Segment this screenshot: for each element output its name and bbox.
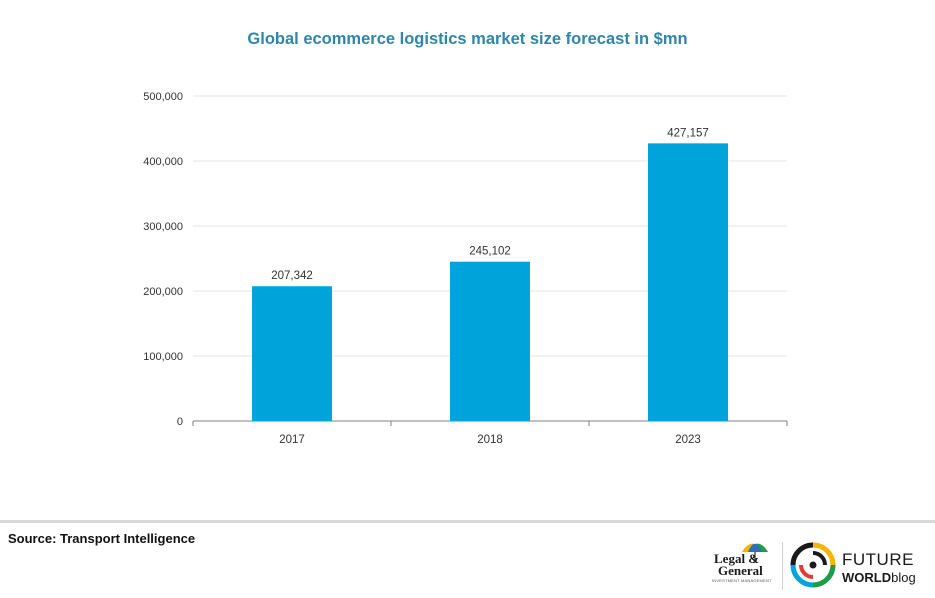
y-tick-label: 0 (177, 416, 183, 428)
axes (192, 420, 788, 426)
labels: 0 100,000 200,000 300,000 400,000 500,000 207,… (143, 91, 709, 446)
world-blog-text: WORLDblog (842, 570, 916, 585)
bar (252, 286, 332, 421)
world-text: WORLD (842, 570, 892, 585)
data-label: 427,157 (667, 127, 709, 139)
x-tick-label: 2023 (675, 434, 701, 446)
lg-subtitle: INVESTMENT MANAGEMENT (712, 578, 772, 583)
y-tick-label: 500,000 (143, 91, 183, 103)
lg-name-line1: Legal & (714, 551, 760, 566)
future-world-blog-logo: FUTURE WORLDblog (790, 538, 935, 594)
legal-general-logo: Legal & General INVESTMENT MANAGEMENT (700, 540, 776, 590)
y-tick-label: 200,000 (143, 286, 183, 298)
y-tick-label: 300,000 (143, 221, 183, 233)
chart-title: Global ecommerce logistics market size f… (247, 30, 688, 48)
future-text: FUTURE (842, 550, 914, 569)
data-label: 245,102 (469, 246, 511, 258)
y-tick-label: 400,000 (143, 156, 183, 168)
bars (252, 143, 728, 421)
future-world-ring-icon (790, 542, 836, 588)
y-tick-label: 100,000 (143, 351, 183, 363)
data-label: 207,342 (271, 270, 313, 282)
umbrella-icon (742, 543, 768, 563)
bar (648, 143, 728, 421)
blog-text: blog (891, 570, 916, 585)
source-note: Source: Transport Intelligence (8, 531, 196, 546)
lg-name-line2: General (718, 563, 763, 578)
footer-divider (0, 520, 935, 523)
logo-separator (782, 542, 783, 590)
bar-chart: 0 100,000 200,000 300,000 400,000 500,000 207,… (143, 91, 788, 446)
x-tick-label: 2017 (279, 434, 305, 446)
x-tick-label: 2018 (477, 434, 503, 446)
bar (450, 261, 530, 421)
